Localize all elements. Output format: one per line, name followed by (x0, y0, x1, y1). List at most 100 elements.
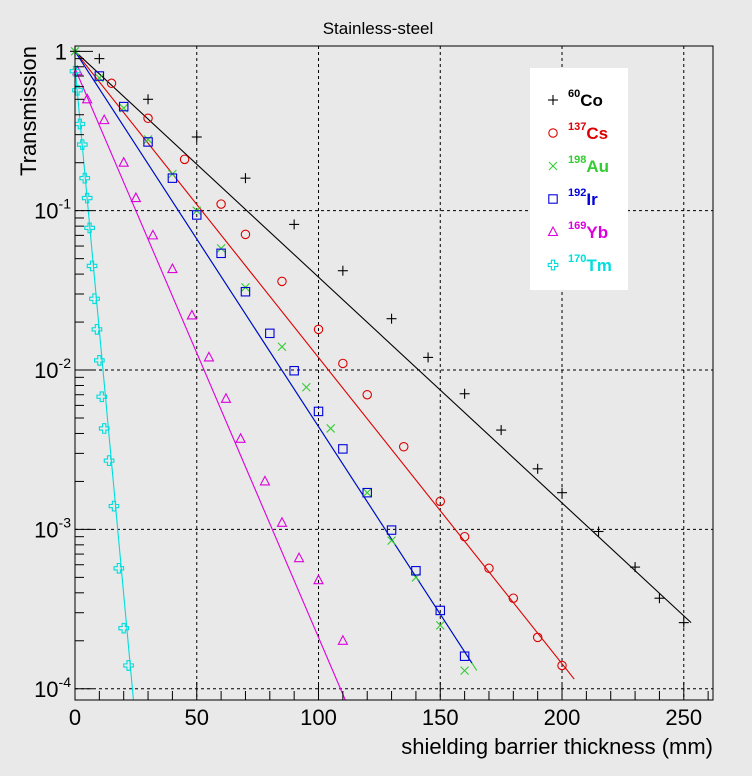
data-point (547, 259, 559, 271)
legend-label: 192Ir (568, 187, 598, 209)
data-point (326, 424, 336, 433)
data-point (98, 423, 110, 434)
data-point (277, 342, 287, 352)
y-tick-base: 10 (34, 358, 58, 383)
data-point (496, 425, 507, 436)
data-point (313, 324, 324, 335)
fit-line-tm (74, 66, 134, 701)
data-point (338, 444, 348, 454)
data-point (96, 391, 108, 403)
data-point (277, 276, 287, 287)
data-point (84, 222, 95, 234)
legend-mass-number: 169 (568, 220, 586, 232)
data-point (337, 265, 348, 276)
data-point (94, 71, 105, 81)
data-point (167, 173, 178, 183)
data-points (69, 46, 689, 675)
data-point (265, 328, 275, 339)
data-point (118, 156, 130, 167)
fit-line-co (74, 50, 692, 624)
data-point (508, 593, 519, 603)
data-point (113, 562, 125, 574)
data-point (118, 622, 130, 634)
legend-entry-ir: 192Ir (548, 187, 598, 209)
legend-mass-number: 60 (568, 88, 580, 100)
data-point (548, 95, 558, 105)
plot-frame (74, 45, 714, 701)
legend-mass-number: 137 (568, 121, 586, 133)
y-tick-label: 10-2 (34, 355, 71, 383)
legend-entry-au: 198Au (548, 154, 609, 176)
fit-line-cs (74, 50, 575, 680)
data-point (123, 660, 134, 671)
fit-lines (74, 50, 692, 701)
axis-ticks (74, 50, 709, 700)
data-point (362, 389, 372, 400)
x-tick-label: 200 (544, 705, 581, 730)
legend-mass-number: 170 (568, 253, 586, 265)
data-point (143, 113, 153, 124)
data-point (313, 406, 324, 417)
data-point (143, 135, 153, 144)
data-point (130, 191, 142, 203)
data-point (143, 94, 154, 105)
x-tick-label: 250 (665, 705, 702, 730)
data-point (103, 455, 115, 467)
data-point (423, 352, 434, 363)
data-point (91, 324, 103, 335)
y-tick-base: 10 (34, 517, 58, 542)
legend-label: 198Au (568, 154, 609, 176)
legend-entry-tm: 170Tm (547, 253, 612, 275)
y-tick-exponent: -3 (59, 514, 72, 530)
data-point (216, 243, 226, 253)
data-point (386, 313, 397, 324)
data-point (459, 531, 470, 542)
data-point (81, 192, 93, 204)
data-point (459, 651, 470, 661)
data-point (147, 229, 159, 240)
data-point (654, 593, 665, 604)
data-point (108, 500, 120, 512)
legend-element-name: Tm (586, 256, 612, 275)
data-point (630, 562, 641, 573)
data-point (532, 632, 543, 643)
data-point (143, 137, 153, 147)
y-tick-exponent: -2 (59, 355, 72, 371)
y-tick-label: 10-3 (34, 514, 71, 542)
legend-element-name: Au (586, 157, 609, 176)
data-point (435, 605, 446, 616)
data-point (435, 620, 445, 630)
data-point (293, 551, 305, 563)
data-point (435, 496, 446, 507)
data-point (94, 53, 105, 64)
data-point (89, 293, 100, 305)
data-point (547, 225, 559, 237)
legend-box (530, 68, 628, 290)
grid (75, 46, 713, 700)
legend-label: 170Tm (568, 253, 612, 275)
data-point (557, 487, 568, 498)
y-axis-title: Transmission (16, 46, 41, 176)
y-tick-base: 10 (34, 677, 58, 702)
x-tick-label: 50 (185, 705, 209, 730)
data-point (460, 666, 470, 675)
data-point (289, 219, 300, 230)
data-point (337, 634, 349, 645)
series-yb (72, 65, 349, 645)
data-point (86, 260, 98, 272)
data-point (678, 617, 689, 628)
data-point (81, 93, 93, 104)
data-point (301, 382, 311, 392)
data-point (593, 526, 604, 537)
x-tick-label: 100 (300, 705, 337, 730)
data-point (240, 173, 251, 184)
legend-label: 169Yb (568, 220, 608, 242)
data-point (79, 172, 91, 184)
data-point (484, 563, 494, 574)
data-point (98, 113, 110, 125)
legend-entry-cs: 137Cs (548, 121, 608, 143)
series-tm (69, 65, 134, 671)
data-point (557, 660, 567, 671)
